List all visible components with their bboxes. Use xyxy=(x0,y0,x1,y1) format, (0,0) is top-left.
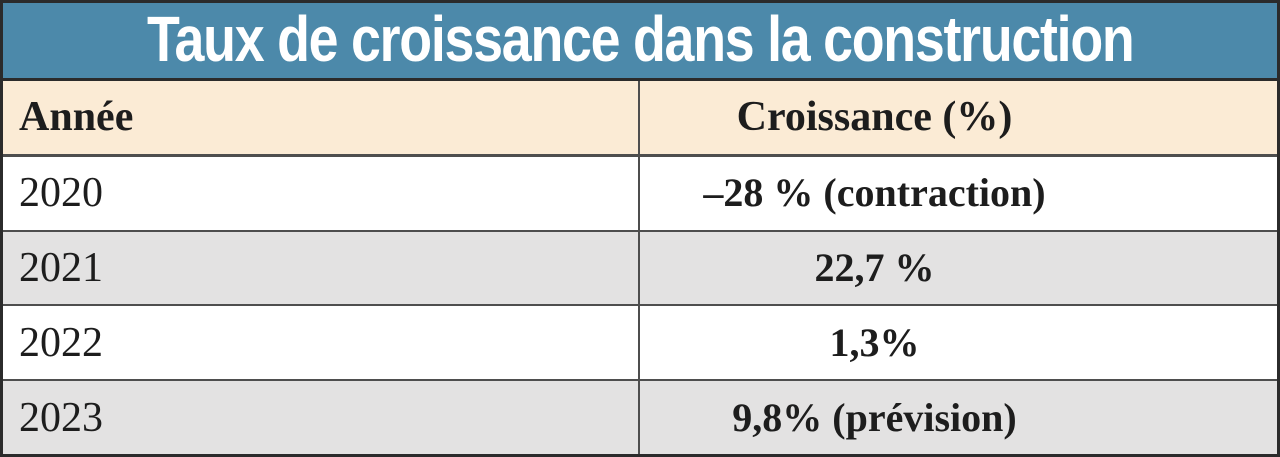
year-cell: 2021 xyxy=(3,231,640,305)
table-row: 2020 –28 % (contraction) xyxy=(3,154,1277,230)
growth-table: Année Croissance (%) 2020 –28 % (contrac… xyxy=(3,81,1277,454)
column-header-year: Année xyxy=(3,81,640,154)
column-header-growth: Croissance (%) xyxy=(736,94,1013,141)
title-bar: Taux de croissance dans la construction xyxy=(3,3,1277,81)
year-cell: 2023 xyxy=(3,381,640,454)
growth-cell: 1,3% xyxy=(829,319,920,365)
year-cell: 2020 xyxy=(3,156,640,230)
page-title: Taux de croissance dans la construction xyxy=(146,3,1135,75)
growth-cell: 9,8% (prévision) xyxy=(732,394,1017,440)
growth-cell: 22,7 % xyxy=(814,244,935,290)
table-row: 2022 1,3% xyxy=(3,304,1277,380)
year-cell: 2022 xyxy=(3,306,640,380)
growth-cell: –28 % (contraction) xyxy=(703,170,1046,216)
table-row: 2021 22,7 % xyxy=(3,229,1277,305)
table-header-row: Année Croissance (%) xyxy=(3,81,1277,155)
table-row: 2023 9,8% (prévision) xyxy=(3,379,1277,454)
